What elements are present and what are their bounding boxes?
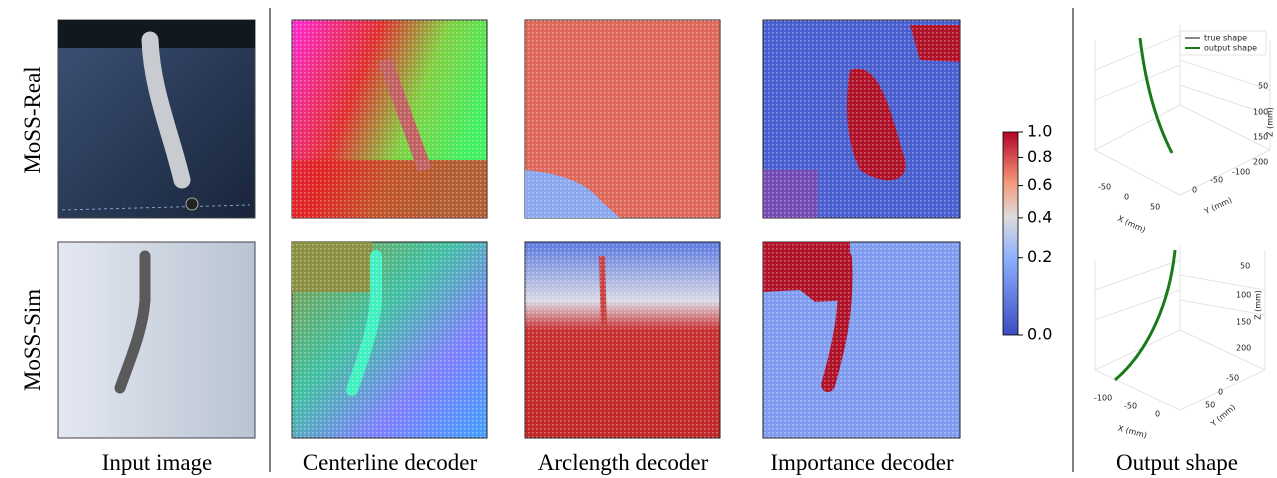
- z-tick: 150: [1236, 318, 1251, 327]
- y-tick: -50: [1226, 374, 1239, 383]
- axis-label: X (mm): [1117, 424, 1148, 440]
- column-label: Importance decoder: [770, 450, 954, 475]
- column-label: Centerline decoder: [303, 450, 478, 475]
- importance-map-sim: [762, 241, 961, 439]
- row-label: MoSS-Real: [20, 66, 45, 173]
- axis-label: Z (mm): [1266, 107, 1275, 137]
- x-tick: -50: [1124, 402, 1137, 411]
- axis-label: Z (mm): [1254, 290, 1263, 320]
- y-tick: -50: [1210, 176, 1223, 185]
- input-image-sim: [57, 241, 256, 439]
- output-plot: 50 100 150 200 Z (mm) -100 -50 0 X (mm) …: [1094, 245, 1266, 440]
- z-tick: 50: [1258, 82, 1268, 91]
- axis-label: X (mm): [1116, 214, 1147, 235]
- colorbar: [1002, 131, 1019, 336]
- z-tick: 100: [1236, 291, 1251, 300]
- output-plot: true shape output shape 50 100 150 200 Z…: [1094, 25, 1275, 235]
- x-tick: -50: [1098, 183, 1111, 192]
- importance-map-real: [762, 19, 961, 219]
- legend-entry: output shape: [1204, 44, 1257, 53]
- legend-entry: true shape: [1204, 34, 1247, 43]
- colorbar-tick-label: 0.6: [1027, 175, 1052, 194]
- y-tick: 50: [1205, 401, 1215, 410]
- x-tick: 0: [1155, 410, 1160, 419]
- z-tick: 200: [1236, 344, 1251, 353]
- centerline-map-sim: [291, 241, 488, 439]
- z-tick: 200: [1253, 158, 1268, 167]
- z-tick: 50: [1240, 262, 1250, 271]
- colorbar-tick-label: 0.4: [1027, 207, 1052, 226]
- centerline-map-real: [291, 19, 488, 219]
- column-label: Input image: [102, 450, 213, 475]
- x-tick: 0: [1124, 193, 1129, 202]
- arclength-map-real: [524, 19, 721, 219]
- colorbar-tick-label: 0.8: [1027, 147, 1052, 166]
- y-tick: -100: [1232, 168, 1250, 177]
- colorbar-tick-label: 1.0: [1027, 122, 1052, 141]
- column-label: Output shape: [1116, 450, 1238, 475]
- z-tick: 150: [1253, 133, 1268, 142]
- column-label: Arclength decoder: [538, 450, 709, 475]
- x-tick: 50: [1150, 203, 1160, 212]
- axis-label: Y (mm): [1202, 196, 1233, 217]
- colorbar-tick-label: 0.0: [1027, 325, 1052, 344]
- y-tick: 0: [1192, 186, 1197, 195]
- z-tick: 100: [1253, 108, 1268, 117]
- x-tick: -100: [1094, 394, 1112, 403]
- y-tick: 0: [1218, 388, 1223, 397]
- colorbar-tick-label: 0.2: [1027, 247, 1052, 266]
- input-image-real: [57, 19, 256, 219]
- row-label: MoSS-Sim: [20, 289, 45, 391]
- arclength-map-sim: [524, 241, 721, 439]
